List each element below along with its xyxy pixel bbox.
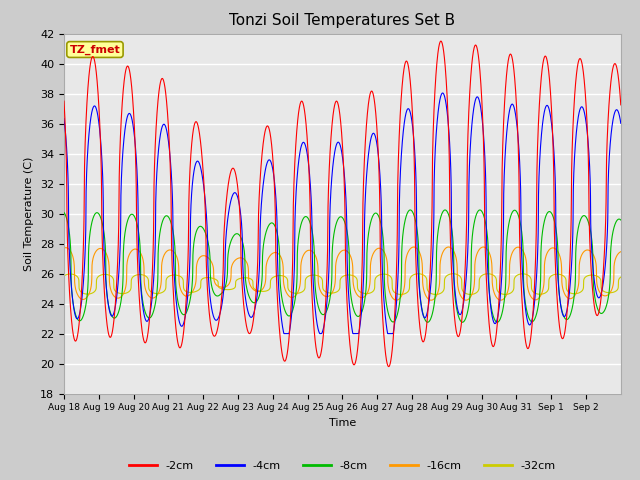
Text: TZ_fmet: TZ_fmet	[70, 44, 120, 55]
Title: Tonzi Soil Temperatures Set B: Tonzi Soil Temperatures Set B	[229, 13, 456, 28]
X-axis label: Time: Time	[329, 418, 356, 428]
Legend: -2cm, -4cm, -8cm, -16cm, -32cm: -2cm, -4cm, -8cm, -16cm, -32cm	[125, 457, 560, 476]
Y-axis label: Soil Temperature (C): Soil Temperature (C)	[24, 156, 35, 271]
